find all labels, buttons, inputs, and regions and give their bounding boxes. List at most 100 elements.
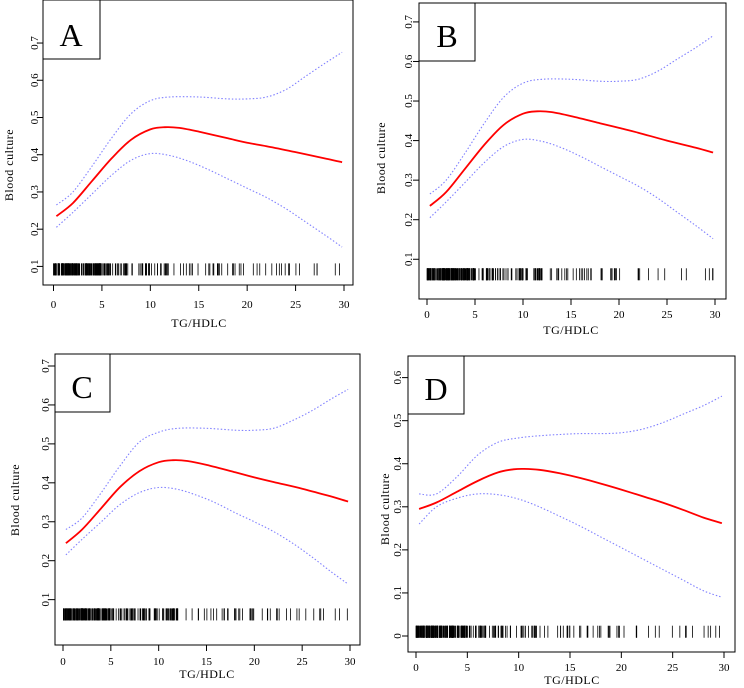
panel-a-x-tick-label-1: 5 bbox=[99, 299, 105, 311]
panel-c-y-tick-label-3: 0.4 bbox=[40, 475, 52, 489]
panel-b-label: B bbox=[436, 18, 457, 54]
panel-a-rug bbox=[53, 263, 340, 276]
panel-b-y-tick-label-6: 0.7 bbox=[403, 15, 415, 29]
panel-a-upper-ci-line bbox=[56, 51, 343, 206]
panel-d-rug bbox=[415, 625, 720, 638]
panel-d-plot-frame bbox=[407, 355, 736, 653]
panel-d-plot: 0 0.1 0.2 0.3 0.4 0.5 0.6 0 5 10 15 20 25 30 D TG/HDL… bbox=[378, 355, 736, 687]
panel-a-y-tick-label-2: 0.3 bbox=[29, 185, 41, 199]
panel-d-y-tick-label-1: 0.1 bbox=[392, 586, 404, 600]
panel-c-curves bbox=[65, 388, 349, 585]
panel-c-rug bbox=[62, 608, 348, 621]
panel-b-x-tick-label-1: 5 bbox=[472, 309, 478, 321]
panel-a-x-tick-label-2: 10 bbox=[145, 299, 157, 311]
panel-b-y-tick-label-0: 0.1 bbox=[403, 252, 415, 266]
panel-a-y-tick-label-6: 0.7 bbox=[29, 36, 41, 50]
panel-c-y-tick-label-0: 0.1 bbox=[40, 593, 52, 607]
panel-d-estimate-line bbox=[418, 467, 723, 525]
panel-b-x-tick-label-4: 20 bbox=[614, 309, 626, 321]
panel-c-label: C bbox=[71, 369, 92, 405]
panel-b-x-tick-label-5: 25 bbox=[662, 309, 674, 321]
panel-b-plot-frame bbox=[418, 2, 727, 300]
panel-c-x-tick-label-3: 15 bbox=[201, 656, 213, 668]
panel-a-y-tick-label-5: 0.6 bbox=[29, 73, 41, 87]
panel-d-lower-ci-line bbox=[418, 493, 723, 598]
panel-b-y-axis-title: Blood culture bbox=[374, 122, 388, 194]
panel-a-y-axis-title: Blood culture bbox=[2, 129, 16, 201]
panel-b-x-tick-label-6: 30 bbox=[710, 309, 722, 321]
panel-d-x-tick-label-1: 5 bbox=[465, 662, 471, 674]
panel-c-x-tick-label-6: 30 bbox=[345, 656, 357, 668]
panel-d-x-tick-label-4: 20 bbox=[616, 662, 628, 674]
panel-d-x-tick-label-3: 15 bbox=[565, 662, 577, 674]
panel-a-label: A bbox=[59, 17, 82, 53]
panel-b-y-tick-label-5: 0.6 bbox=[403, 54, 415, 68]
panel-a-estimate-line bbox=[55, 126, 343, 217]
panel-a-curves bbox=[55, 51, 343, 248]
panel-d-label-box bbox=[407, 355, 465, 415]
panel-d-label: D bbox=[424, 371, 447, 407]
panel-c-plot: 0.1 0.2 0.3 0.4 0.5 0.6 0.7 0 5 10 15 20 25 30 C TG/H… bbox=[8, 353, 361, 681]
panel-a-y-tick-label-1: 0.2 bbox=[29, 222, 41, 236]
panel-a-plot-frame bbox=[42, 0, 354, 286]
panel-b-label-box bbox=[418, 2, 476, 62]
panel-c-x-tick-label-5: 25 bbox=[297, 656, 309, 668]
panel-a-y-tick-label-4: 0.5 bbox=[29, 110, 41, 124]
panel-a-y-tick-label-3: 0.4 bbox=[29, 147, 41, 161]
panel-a-x-tick-label-3: 15 bbox=[193, 299, 205, 311]
panel-c-x-tick-label-4: 20 bbox=[249, 656, 261, 668]
panel-b-y-tick-label-2: 0.3 bbox=[403, 173, 415, 187]
panel-b-x-tick-label-0: 0 bbox=[424, 309, 430, 321]
panel-b-y-tick-label-4: 0.5 bbox=[403, 94, 415, 108]
panel-a-x-tick-label-5: 25 bbox=[290, 299, 302, 311]
panel-d-y-tick-label-6: 0.6 bbox=[392, 370, 404, 384]
panel-a-plot: 0.1 0.2 0.3 0.4 0.5 0.6 0.7 0 5 10 15 20 25 30 A TG/H… bbox=[2, 0, 354, 330]
panel-c-ticks: 0.1 0.2 0.3 0.4 0.5 0.6 0.7 0 5 10 15 20 25 30 bbox=[40, 359, 356, 668]
panel-a-x-tick-label-4: 20 bbox=[242, 299, 254, 311]
panel-c-y-tick-label-2: 0.3 bbox=[40, 514, 52, 528]
panel-c-plot-frame bbox=[54, 353, 361, 646]
panel-c-y-tick-label-4: 0.5 bbox=[40, 437, 52, 451]
panel-b-ticks: 0.1 0.2 0.3 0.4 0.5 0.6 0.7 0 5 10 15 20 25 30 bbox=[403, 15, 721, 321]
panel-b-curves bbox=[429, 35, 714, 240]
panel-a-x-axis-title: TG/HDLC bbox=[171, 316, 227, 330]
panel-b-rug bbox=[426, 268, 714, 281]
panel-b-x-tick-label-2: 10 bbox=[518, 309, 530, 321]
panel-b-lower-ci-line bbox=[429, 138, 714, 240]
panel-d-curves bbox=[418, 395, 723, 598]
panel-c-y-tick-label-5: 0.6 bbox=[40, 398, 52, 412]
panel-d-y-tick-label-2: 0.2 bbox=[392, 543, 404, 557]
panel-c-y-tick-label-6: 0.7 bbox=[40, 359, 52, 373]
panel-a-lower-ci-line bbox=[56, 152, 343, 248]
panel-c-label-box bbox=[54, 353, 111, 413]
panel-c-upper-ci-line bbox=[65, 388, 349, 530]
panel-d-y-tick-label-5: 0.5 bbox=[392, 413, 404, 427]
panel-d-y-tick-label-3: 0.3 bbox=[392, 499, 404, 513]
panel-a-x-tick-label-0: 0 bbox=[51, 299, 57, 311]
panel-b-plot: 0.1 0.2 0.3 0.4 0.5 0.6 0.7 0 5 10 15 20 25 30 B TG/H… bbox=[374, 2, 727, 337]
panel-c-x-axis-title: TG/HDLC bbox=[179, 667, 235, 681]
panel-d-y-axis-title: Blood culture bbox=[378, 473, 392, 545]
panel-b-x-axis-title: TG/HDLC bbox=[543, 323, 599, 337]
panel-b-y-tick-label-3: 0.4 bbox=[403, 133, 415, 147]
panel-d-x-tick-label-6: 30 bbox=[719, 662, 731, 674]
panel-c-estimate-line bbox=[65, 459, 349, 544]
panel-d-upper-ci-line bbox=[419, 395, 723, 496]
panel-d-ticks: 0 0.1 0.2 0.3 0.4 0.5 0.6 0 5 10 15 20 25 30 bbox=[392, 370, 730, 674]
panel-a-ticks: 0.1 0.2 0.3 0.4 0.5 0.6 0.7 0 5 10 15 20 25 30 bbox=[29, 36, 350, 311]
panel-a-x-tick-label-6: 30 bbox=[339, 299, 351, 311]
panel-d-x-tick-label-5: 25 bbox=[667, 662, 679, 674]
panel-c-y-tick-label-1: 0.2 bbox=[40, 554, 52, 568]
panel-a-y-tick-label-0: 0.1 bbox=[29, 260, 41, 274]
panel-d-x-tick-label-0: 0 bbox=[413, 662, 419, 674]
panel-d-x-axis-title: TG/HDLC bbox=[544, 673, 600, 687]
panel-b-x-tick-label-3: 15 bbox=[566, 309, 578, 321]
panel-b-y-tick-label-1: 0.2 bbox=[403, 213, 415, 227]
panel-c-lower-ci-line bbox=[65, 486, 349, 585]
panel-d-y-tick-label-4: 0.4 bbox=[392, 456, 404, 470]
panel-c-y-axis-title: Blood culture bbox=[8, 464, 22, 536]
panel-c-x-tick-label-1: 5 bbox=[108, 656, 114, 668]
panel-d-x-tick-label-2: 10 bbox=[513, 662, 525, 674]
panel-a-label-box bbox=[42, 0, 101, 60]
